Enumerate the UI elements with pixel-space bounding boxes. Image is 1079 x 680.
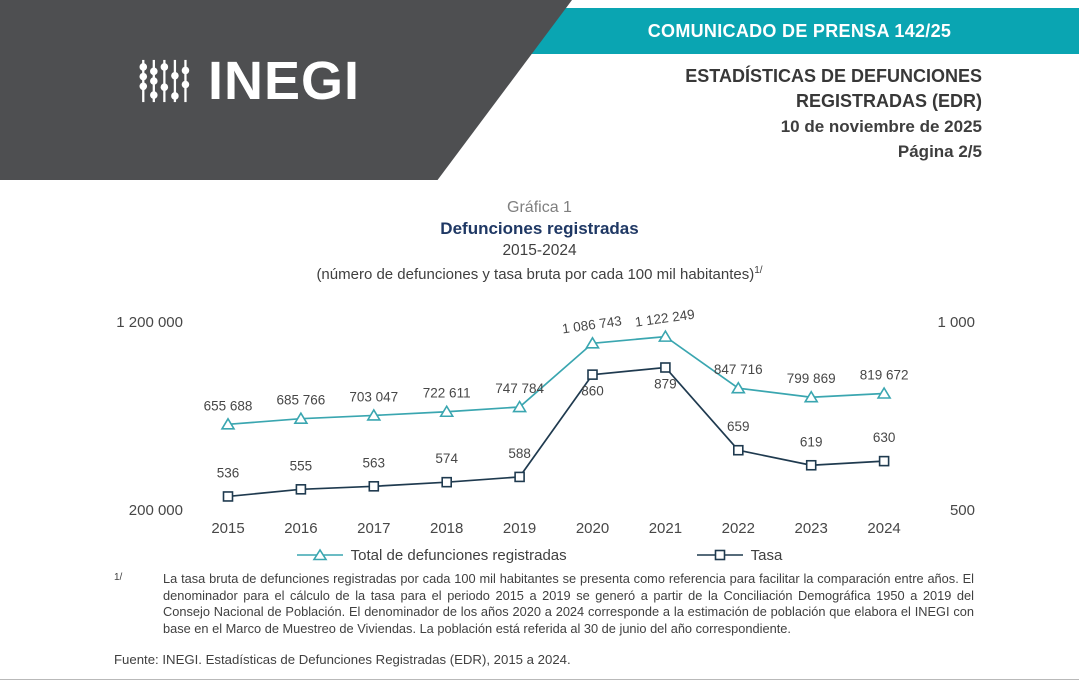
press-header: ESTADÍSTICAS DE DEFUNCIONES REGISTRADAS … (685, 64, 982, 164)
svg-text:2018: 2018 (430, 520, 463, 537)
svg-text:1 122 249: 1 122 249 (634, 307, 696, 330)
svg-text:2023: 2023 (795, 520, 828, 537)
chart-legend: Total de defunciones registradas Tasa (0, 544, 1079, 566)
svg-text:2019: 2019 (503, 520, 536, 537)
svg-text:1 000: 1 000 (937, 314, 975, 331)
svg-text:574: 574 (435, 451, 458, 466)
abacus-icon (139, 59, 190, 103)
svg-text:563: 563 (363, 455, 386, 470)
svg-text:200 000: 200 000 (129, 502, 183, 519)
chart-svg: 1 200 000 200 000 1 000 500 2015 2016 2017 2018… (116, 307, 975, 537)
legend-item-total: Total de defunciones registradas (296, 546, 567, 564)
chart-subtitle: (número de defunciones y tasa bruta por … (0, 261, 1079, 285)
svg-text:847 716: 847 716 (714, 362, 763, 377)
svg-text:1 086 743: 1 086 743 (561, 313, 623, 336)
chart-subtitle-text: (número de defunciones y tasa bruta por … (316, 266, 755, 283)
chart-subtitle-note-ref: 1/ (754, 265, 763, 276)
svg-text:2024: 2024 (867, 520, 900, 537)
svg-text:500: 500 (950, 502, 975, 519)
svg-text:588: 588 (508, 446, 531, 461)
svg-text:2015: 2015 (211, 520, 244, 537)
svg-text:799 869: 799 869 (787, 371, 836, 386)
svg-text:659: 659 (727, 419, 750, 434)
svg-text:685 766: 685 766 (276, 393, 325, 408)
svg-text:1 200 000: 1 200 000 (116, 314, 183, 331)
svg-text:860: 860 (581, 384, 604, 399)
inegi-logo-text: INEGI (208, 51, 361, 111)
press-title-line1: ESTADÍSTICAS DE DEFUNCIONES (685, 66, 982, 86)
svg-text:2017: 2017 (357, 520, 390, 537)
svg-text:555: 555 (290, 458, 313, 473)
svg-text:536: 536 (217, 465, 240, 480)
svg-text:703 047: 703 047 (349, 389, 398, 404)
chart-label: Gráfica 1 (507, 199, 572, 216)
press-title-line2: REGISTRADAS (EDR) (795, 91, 982, 111)
legend-label-total: Total de defunciones registradas (350, 546, 567, 564)
svg-text:747 784: 747 784 (495, 381, 544, 396)
chart-title: Defunciones registradas (440, 219, 639, 238)
footnote-text: La tasa bruta de defunciones registradas… (163, 571, 974, 636)
svg-text:630: 630 (873, 430, 896, 445)
svg-text:722 611: 722 611 (423, 386, 471, 401)
chart-header: Gráfica 1 Defunciones registradas 2015-2… (0, 197, 1079, 285)
svg-text:819 672: 819 672 (860, 368, 909, 383)
legend-label-tasa: Tasa (750, 546, 783, 564)
footnote: 1/ La tasa bruta de defunciones registra… (114, 571, 974, 638)
legend-triangle-marker-icon (296, 548, 343, 561)
press-banner: COMUNICADO DE PRENSA 142/25 (520, 8, 1079, 54)
press-date: 10 de noviembre de 2025 (780, 117, 982, 136)
svg-text:2020: 2020 (576, 520, 609, 537)
svg-text:2016: 2016 (284, 520, 317, 537)
inegi-logo: INEGI (138, 54, 360, 108)
legend-item-tasa: Tasa (696, 546, 783, 564)
svg-text:655 688: 655 688 (204, 398, 253, 413)
legend-square-marker-icon (696, 549, 743, 561)
svg-text:2022: 2022 (722, 520, 755, 537)
page-number: Página 2/5 (897, 142, 982, 161)
svg-text:879: 879 (654, 376, 677, 391)
svg-text:2021: 2021 (649, 520, 682, 537)
press-banner-text: COMUNICADO DE PRENSA 142/25 (647, 20, 952, 41)
source-line: Fuente: INEGI. Estadísticas de Defuncion… (114, 652, 571, 667)
footnote-ref: 1/ (114, 572, 123, 583)
svg-text:619: 619 (800, 434, 823, 449)
chart-period: 2015-2024 (502, 242, 577, 259)
